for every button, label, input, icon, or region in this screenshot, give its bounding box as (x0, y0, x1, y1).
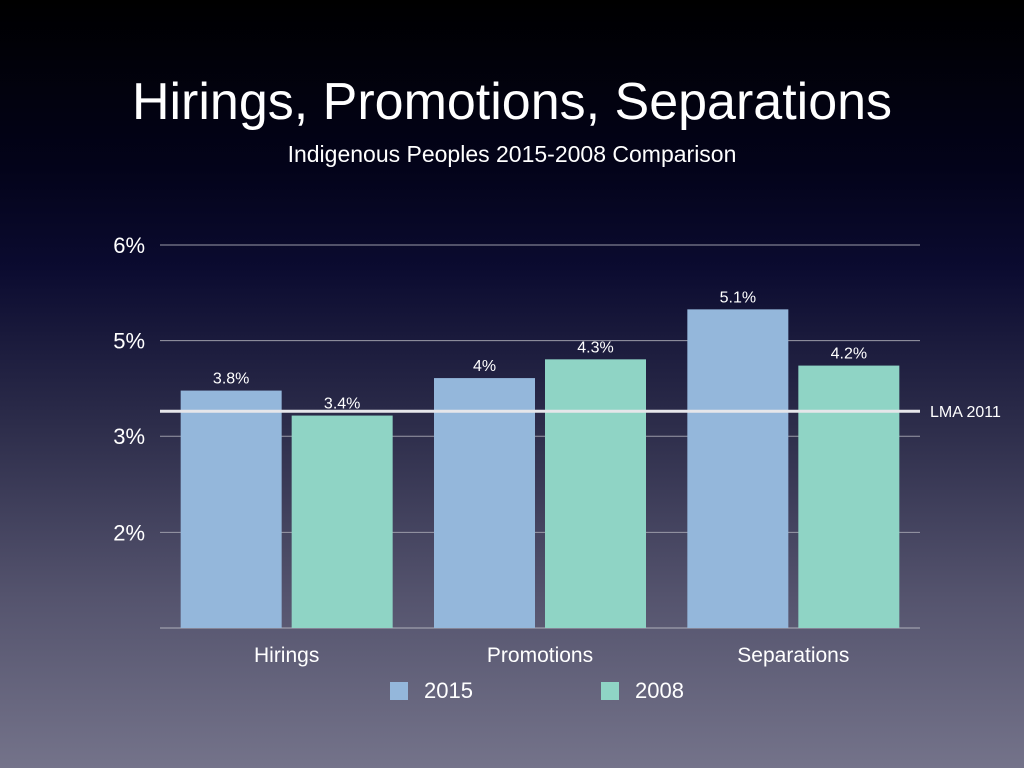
y-tick-label: 3% (113, 424, 145, 449)
bar-2008-separations (798, 365, 900, 628)
data-label: 3.8% (213, 371, 249, 388)
y-tick-label: 5% (113, 329, 145, 354)
reference-line-label: LMA 2011 (930, 404, 1001, 421)
data-label: 4.3% (577, 339, 613, 356)
y-tick-label: 6% (113, 233, 145, 258)
data-label: 3.4% (324, 396, 360, 413)
bar-2015-promotions (434, 378, 535, 628)
chart-subtitle: Indigenous Peoples 2015-2008 Comparison (287, 141, 737, 167)
data-label: 5.1% (720, 289, 756, 306)
chart-title: Hirings, Promotions, Separations (131, 73, 893, 131)
data-label: 4.2% (831, 346, 867, 363)
legend-swatch-2015 (390, 682, 408, 700)
bar-2008-hirings (291, 415, 393, 628)
legend-item-2008: 2008 (601, 678, 684, 704)
legend-swatch-2008 (601, 682, 619, 700)
legend-label-2008: 2008 (635, 678, 684, 703)
bar-2008-promotions (545, 359, 646, 628)
x-tick-label: Separations (737, 644, 849, 667)
legend-label-2015: 2015 (424, 678, 473, 703)
y-tick-label: 2% (113, 520, 145, 545)
x-tick-label: Promotions (487, 644, 593, 667)
bar-2015-hirings (180, 390, 282, 628)
x-tick-label: Hirings (254, 644, 319, 667)
data-label: 4% (473, 358, 496, 375)
bar-2015-separations (687, 309, 789, 628)
legend-item-2015: 2015 (390, 678, 473, 704)
